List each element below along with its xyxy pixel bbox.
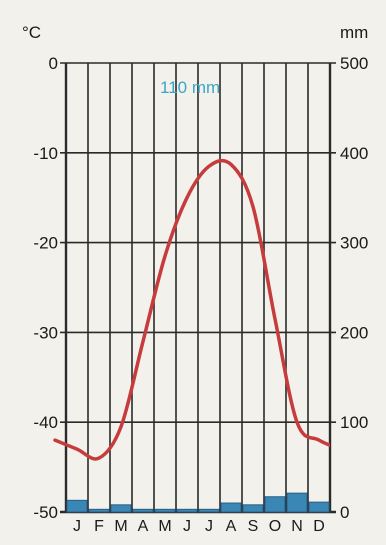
precipitation-unit-label: mm [340, 23, 368, 42]
month-label: M [158, 518, 171, 535]
month-label: J [73, 518, 81, 535]
month-label: J [205, 518, 213, 535]
month-label: A [226, 518, 237, 535]
month-label: D [313, 518, 325, 535]
month-label: S [248, 518, 259, 535]
precipitation-bar [308, 501, 330, 513]
precipitation-axis: 500 400 300 200 100 0 [340, 54, 368, 522]
precipitation-bar [198, 508, 220, 513]
month-label: M [114, 518, 127, 535]
temperature-tick-label: -20 [33, 234, 58, 253]
temperature-line [53, 158, 330, 461]
precipitation-bar [88, 508, 110, 513]
precipitation-tick-label: 500 [340, 54, 368, 73]
temperature-unit-label: °C [22, 23, 41, 42]
month-label: N [291, 518, 303, 535]
precipitation-tick-label: 0 [340, 503, 349, 522]
temperature-tick-label: -30 [33, 323, 58, 342]
temperature-tick-label: -10 [33, 144, 58, 163]
precipitation-bar [66, 499, 88, 513]
month-label: A [138, 518, 149, 535]
temperature-tick-label: -50 [33, 503, 58, 522]
precipitation-bar [132, 508, 154, 513]
precipitation-tick-label: 100 [340, 413, 368, 432]
precipitation-bar [286, 492, 308, 513]
temperature-tick-label: 0 [49, 54, 58, 73]
precipitation-tick-label: 200 [340, 323, 368, 342]
precipitation-annotation: 110 mm [160, 78, 220, 97]
precipitation-bars [66, 492, 330, 513]
month-label: O [269, 518, 281, 535]
precipitation-bar [176, 508, 198, 513]
month-label: F [94, 518, 104, 535]
temperature-tick-label: -40 [33, 413, 58, 432]
precipitation-tick-label: 300 [340, 234, 368, 253]
precipitation-tick-label: 400 [340, 144, 368, 163]
precipitation-bar [220, 502, 242, 513]
precipitation-bar [242, 504, 264, 513]
month-label: J [183, 518, 191, 535]
temperature-axis: 0 -10 -20 -30 -40 -50 [33, 54, 58, 522]
precipitation-bar [264, 496, 286, 513]
precipitation-bar [110, 504, 132, 513]
precipitation-bar [154, 508, 176, 513]
